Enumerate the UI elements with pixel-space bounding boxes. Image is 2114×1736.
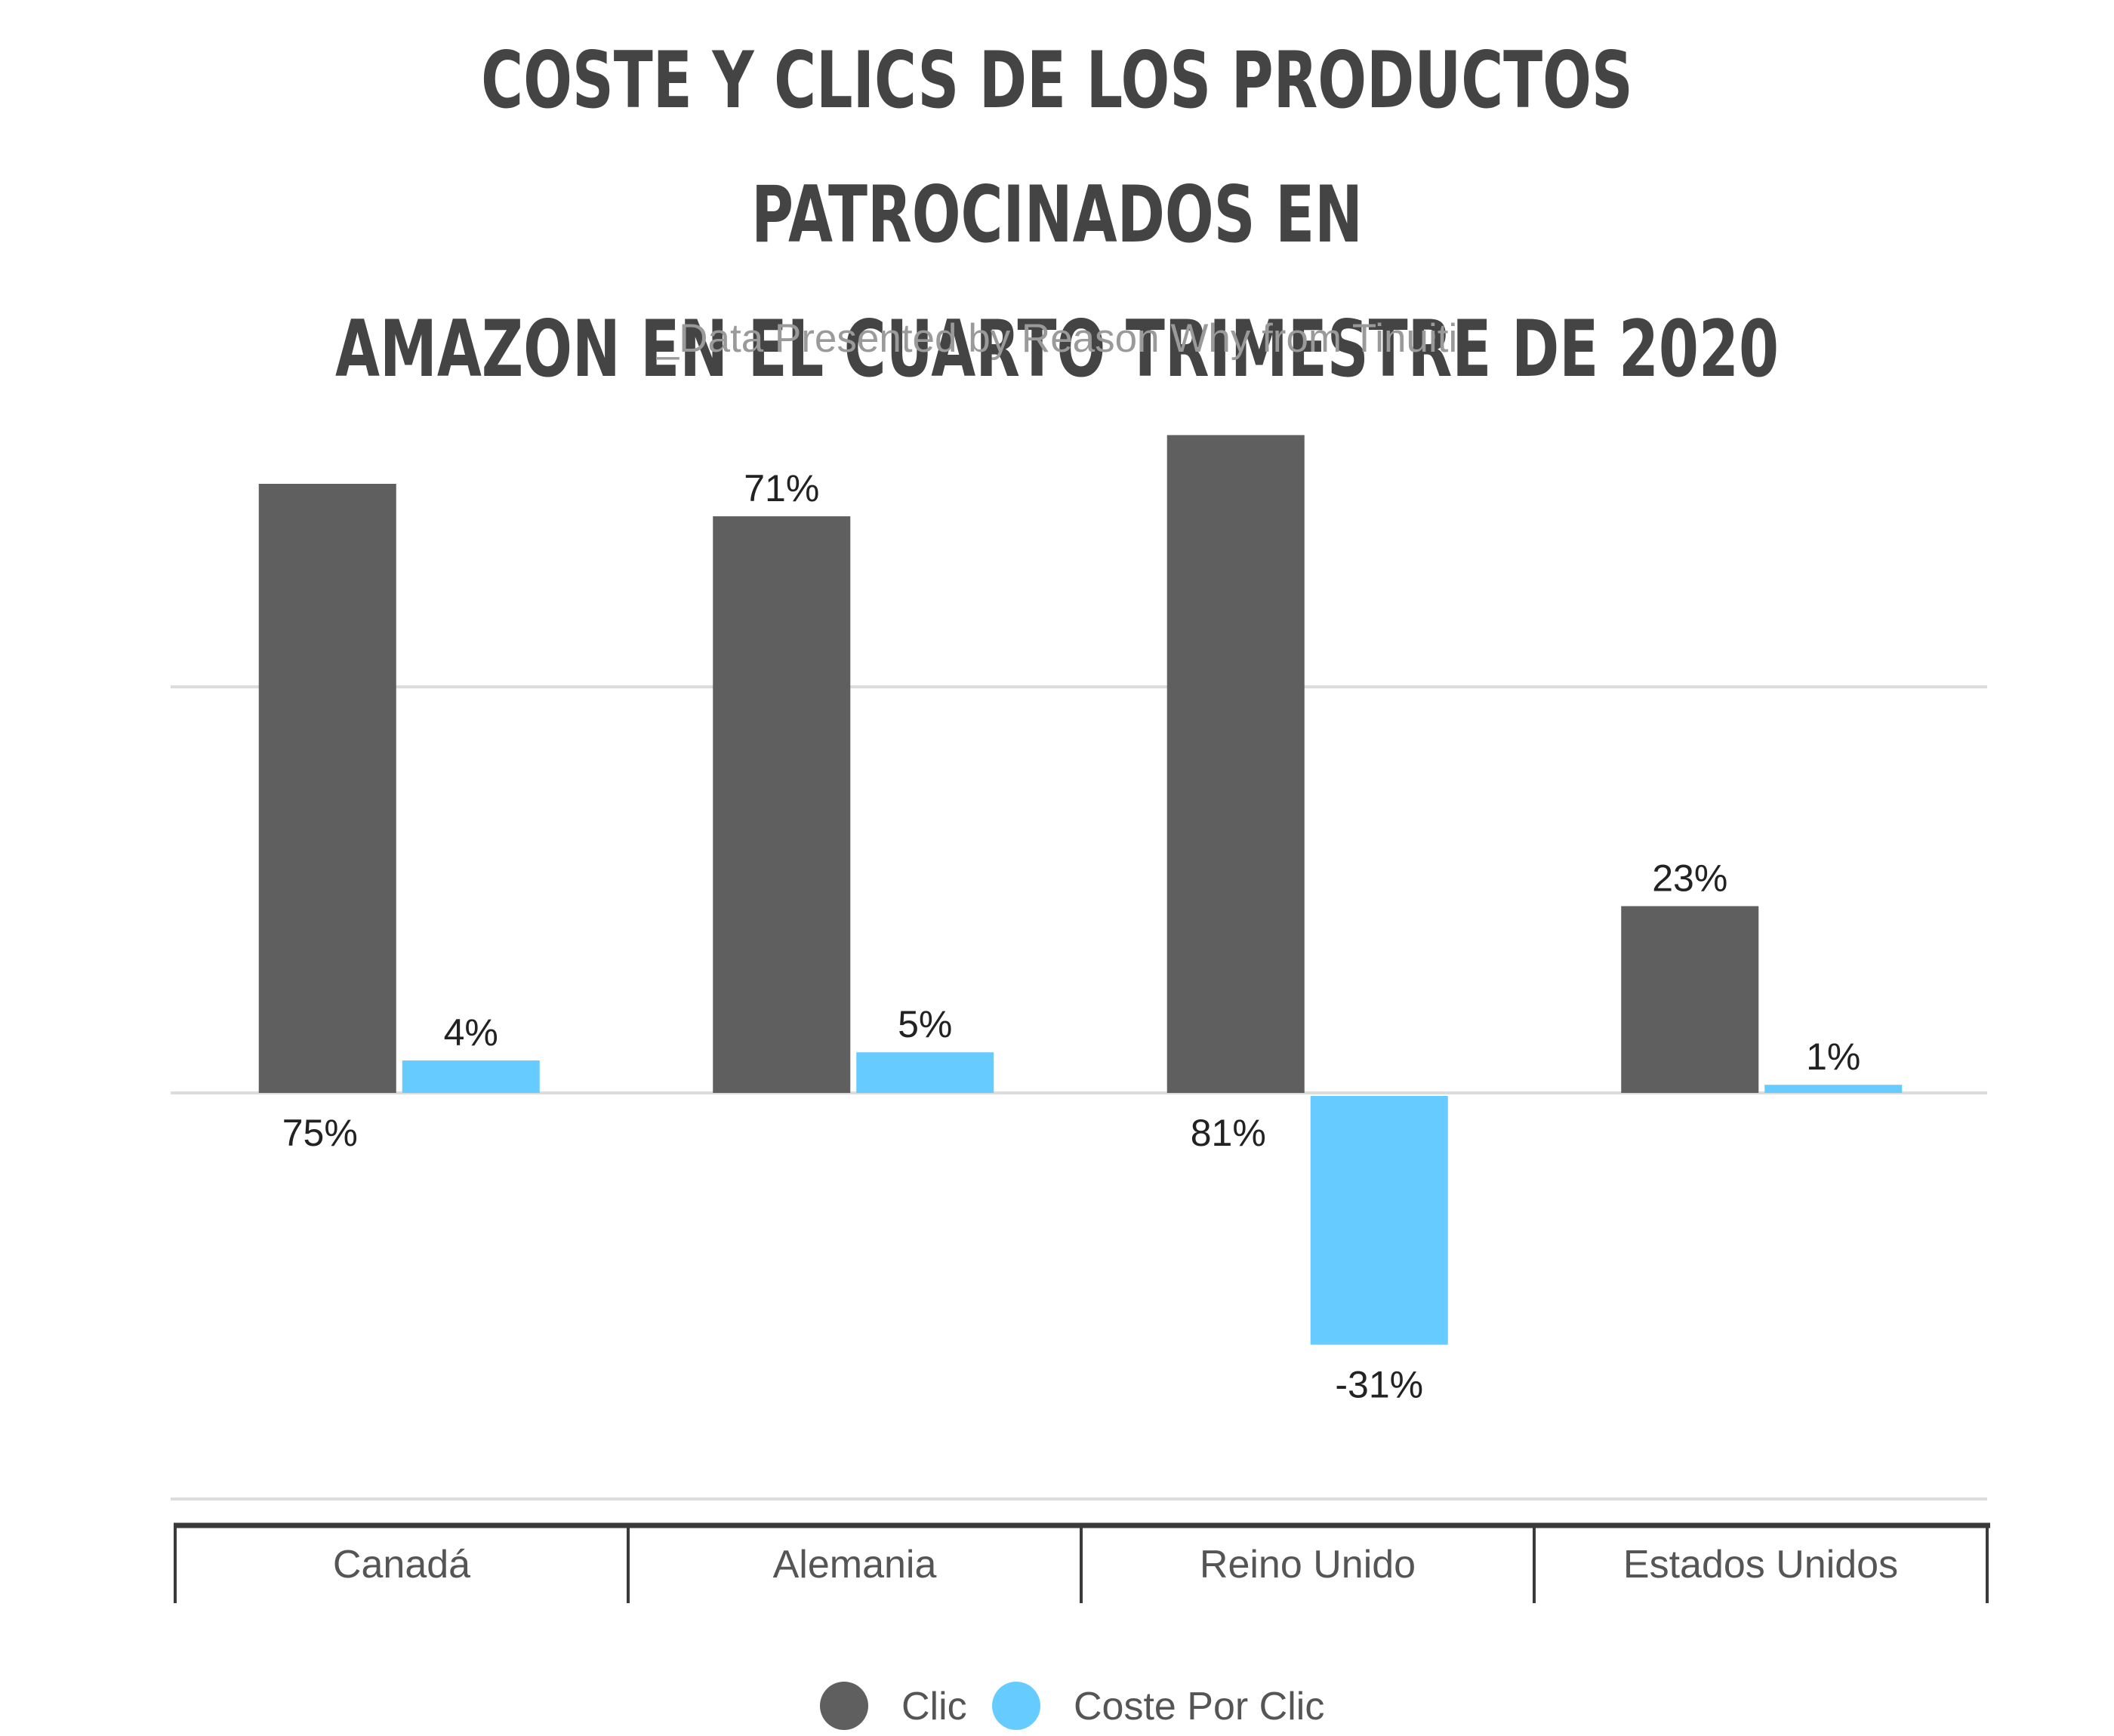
legend-label: Coste Por Clic — [1074, 1685, 1324, 1728]
chart-title: COSTE Y CLICS DE LOS PRODUCTOS PATROCINA… — [335, 35, 1779, 395]
data-label: 1% — [1806, 1036, 1860, 1078]
bar-coste-por-clic-1 — [402, 1060, 540, 1093]
data-label: 81% — [1191, 1112, 1266, 1154]
data-label: -31% — [1335, 1364, 1423, 1406]
legend-swatch — [992, 1682, 1040, 1730]
bar-clic-2 — [713, 516, 851, 1093]
bar-coste-por-clic-2 — [856, 1052, 994, 1093]
bar-clic-3 — [1166, 435, 1305, 1093]
data-label: 5% — [898, 1003, 952, 1045]
bar-clic-1 — [258, 484, 396, 1093]
category-label: Reino Unido — [1200, 1543, 1416, 1587]
bar-chart: 75% 4% 71% 5% 81% -31% 23% 1% Canadá Alemania Rei… — [171, 435, 1990, 1603]
chart-subtitle: _Data Presented by Reason Why from Tinui… — [656, 316, 1458, 361]
data-label: 71% — [744, 467, 819, 509]
bar-coste-por-clic-4 — [1764, 1085, 1903, 1093]
bar-coste-por-clic-3 — [1310, 1096, 1448, 1345]
legend-swatch — [820, 1682, 868, 1730]
legend: Clic Coste Por Clic — [820, 1682, 1324, 1730]
category-axis: Canadá Alemania Reino Unido Estados Unidos — [174, 1522, 1990, 1603]
legend-label: Clic — [901, 1685, 967, 1728]
category-label: Canadá — [333, 1543, 470, 1587]
bars — [258, 435, 1903, 1345]
data-label: 23% — [1652, 857, 1727, 900]
data-label: 4% — [444, 1011, 498, 1054]
category-label: Alemania — [773, 1543, 937, 1587]
category-label: Estados Unidos — [1623, 1543, 1898, 1587]
data-label: 75% — [282, 1112, 358, 1154]
data-labels: 75% 4% 71% 5% 81% -31% 23% 1% — [282, 467, 1861, 1406]
bar-clic-4 — [1621, 906, 1759, 1093]
